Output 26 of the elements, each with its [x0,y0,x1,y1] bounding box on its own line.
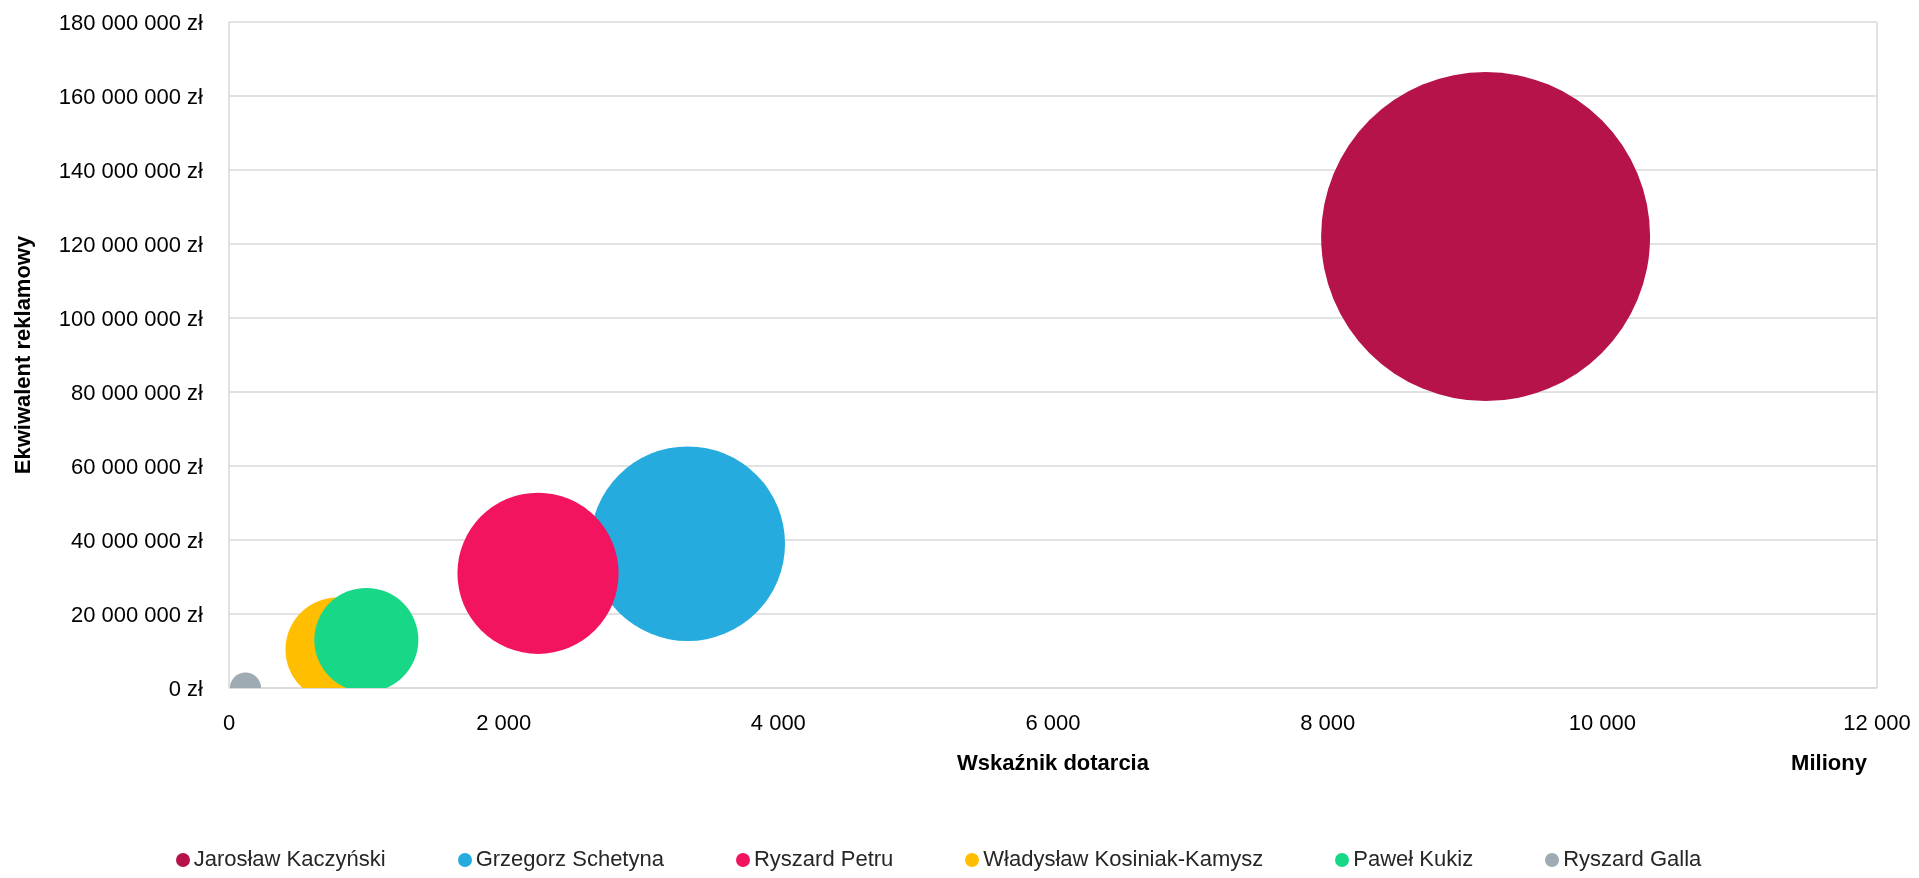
y-axis-title: Ekwiwalent reklamowy [9,235,35,475]
legend-label: Jarosław Kaczyński [193,846,386,871]
y-tick-label: 180 000 000 zł [58,9,204,35]
legend-label: Grzegorz Schetyna [475,846,664,871]
x-tick-label: 2 000 [476,709,532,735]
y-tick-label: 80 000 000 zł [70,379,204,405]
y-tick-label: 160 000 000 zł [58,83,204,109]
x-axis-title: Wskaźnik dotarcia [957,750,1150,775]
x-tick-label: 6 000 [1025,709,1081,735]
y-tick-label: 120 000 000 zł [58,231,204,257]
y-tick-label: 40 000 000 zł [70,527,204,553]
x-tick-label: 0 [222,709,236,735]
y-tick-label: 0 zł [168,675,204,701]
y-tick-label: 20 000 000 zł [70,601,204,627]
y-tick-label: 140 000 000 zł [58,157,204,183]
legend-label: Władysław Kosiniak-Kamysz [983,846,1264,871]
x-tick-label: 10 000 [1568,709,1636,735]
legend-label: Ryszard Galla [1563,846,1702,871]
x-tick-label: 8 000 [1300,709,1356,735]
y-tick-label: 100 000 000 zł [58,305,204,331]
x-tick-label: 4 000 [750,709,806,735]
legend-label: Ryszard Petru [753,846,894,871]
legend-label: Paweł Kukiz [1353,846,1474,871]
y-tick-label: 60 000 000 zł [70,453,204,479]
x-tick-label: 12 000 [1843,709,1911,735]
text: Miliony [1791,750,1868,775]
